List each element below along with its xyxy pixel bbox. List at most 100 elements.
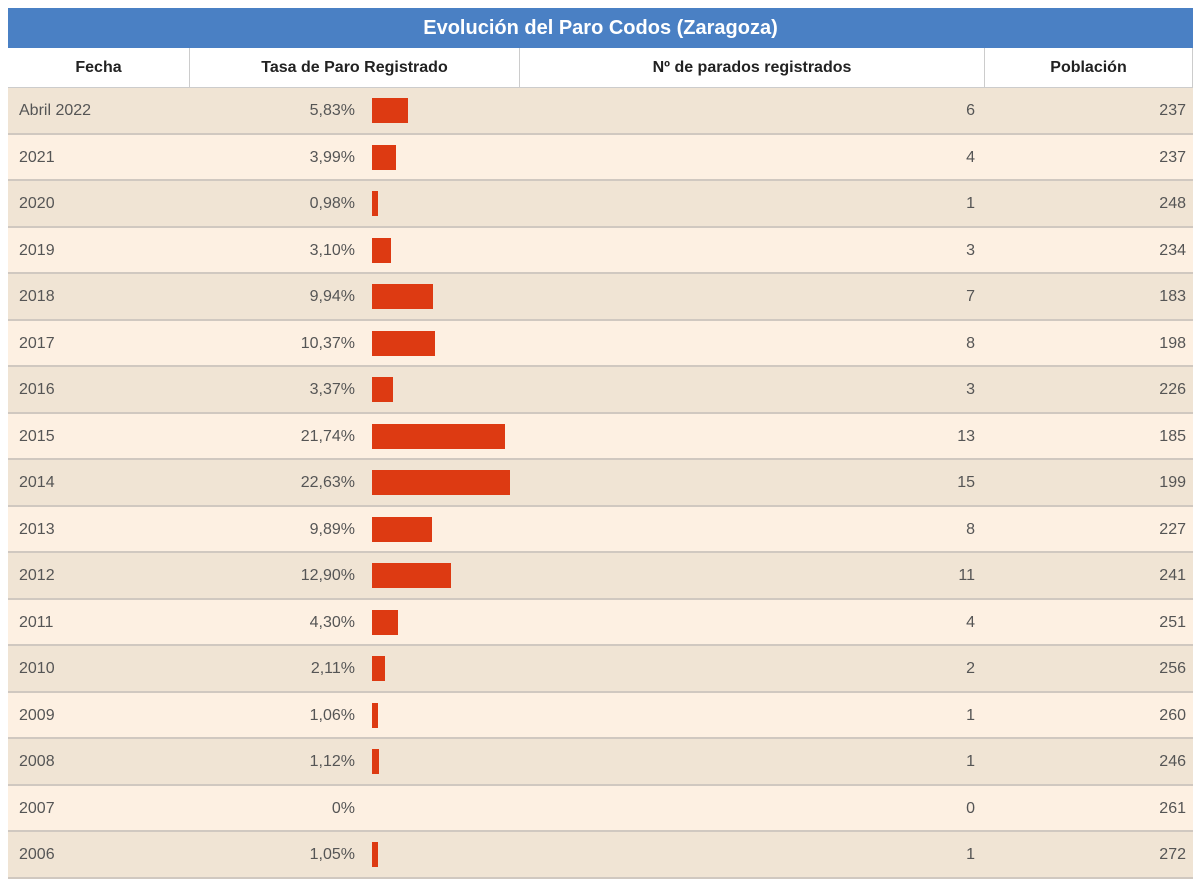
date: 2008 <box>19 753 55 771</box>
rate-bar <box>372 609 399 635</box>
population: 227 <box>1159 520 1186 538</box>
unemployed-count: 3 <box>966 241 975 259</box>
rate-label: 2,11% <box>310 660 355 678</box>
rate-label: 5,83% <box>309 102 355 120</box>
rate-bar <box>372 330 436 356</box>
date: 2015 <box>19 427 55 445</box>
unemployed-count: 4 <box>966 613 975 631</box>
column-header: Nº de parados registrados <box>520 48 985 88</box>
rate-bar <box>372 563 451 588</box>
unemployed-count: 7 <box>966 288 975 306</box>
table-row <box>8 274 1193 321</box>
population: 183 <box>1159 288 1186 306</box>
rate-bar <box>372 377 393 402</box>
rate-bar <box>372 749 379 774</box>
unemployed-count: 1 <box>966 753 975 771</box>
rate-bar <box>372 237 391 263</box>
population: 199 <box>1159 474 1186 492</box>
rate-label: 4,30% <box>309 613 355 631</box>
population: 256 <box>1159 660 1186 678</box>
date: 2006 <box>19 846 55 864</box>
date: 2014 <box>19 474 55 492</box>
rate-bar <box>372 98 408 123</box>
unemployed-count: 6 <box>966 102 975 120</box>
rate-bar <box>372 702 379 728</box>
table-row <box>8 367 1193 414</box>
rate-label: 9,89% <box>309 520 355 538</box>
rate-bar <box>372 842 379 867</box>
rate-label: 1,12% <box>309 753 355 771</box>
rate-bar <box>372 191 378 216</box>
date: 2016 <box>19 381 55 399</box>
table-title: Evolución del Paro Codos (Zaragoza) <box>8 8 1193 48</box>
population: 261 <box>1159 799 1186 817</box>
rate-label: 21,74% <box>300 427 355 445</box>
unemployed-count: 0 <box>966 799 975 817</box>
rate-label: 0% <box>331 799 355 817</box>
rate-label: 22,63% <box>300 474 355 492</box>
rate-bar <box>372 144 397 170</box>
population: 241 <box>1159 567 1186 585</box>
table-row <box>8 320 1193 367</box>
unemployed-count: 1 <box>966 195 975 213</box>
unemployed-count: 11 <box>958 567 975 585</box>
table-row <box>8 506 1193 553</box>
table-row <box>8 413 1193 460</box>
date: Abril 2022 <box>19 102 92 120</box>
table-row <box>8 692 1193 739</box>
population: 248 <box>1159 195 1186 213</box>
population: 226 <box>1159 381 1186 399</box>
rate-label: 3,10% <box>309 241 355 259</box>
rate-label: 1,05% <box>309 846 355 864</box>
rate-label: 9,94% <box>309 288 355 306</box>
rate-label: 1,06% <box>309 706 355 724</box>
table-row <box>8 832 1193 879</box>
unemployed-count: 8 <box>966 520 975 538</box>
rate-label: 0,98% <box>309 195 355 213</box>
unemployed-count: 2 <box>966 660 975 678</box>
rate-bar <box>372 470 511 495</box>
rate-label: 10,37% <box>300 334 355 352</box>
date: 2019 <box>19 241 55 259</box>
date: 2012 <box>19 567 55 585</box>
table-row <box>8 181 1193 228</box>
population: 237 <box>1159 148 1186 166</box>
population: 185 <box>1159 427 1186 445</box>
rate-label: 3,37% <box>309 381 355 399</box>
date: 2010 <box>19 660 55 678</box>
population: 246 <box>1159 753 1186 771</box>
unemployed-count: 3 <box>966 381 975 399</box>
unemployed-count: 13 <box>957 427 975 445</box>
date: 2009 <box>19 706 55 724</box>
rate-bar <box>372 656 385 681</box>
date: 2021 <box>19 148 55 166</box>
table-row <box>8 739 1193 786</box>
unemployed-count: 4 <box>966 148 975 166</box>
date: 2018 <box>19 288 55 306</box>
table-row <box>8 646 1193 693</box>
unemployed-count: 15 <box>957 474 975 492</box>
unemployed-count: 8 <box>966 334 975 352</box>
unemployed-count: 1 <box>966 706 975 724</box>
column-header: Población <box>985 48 1193 88</box>
unemployed-count: 1 <box>966 846 975 864</box>
population: 237 <box>1159 102 1186 120</box>
rate-bar <box>372 423 505 449</box>
date: 2011 <box>19 613 54 631</box>
table-row <box>8 553 1193 600</box>
population: 260 <box>1159 706 1186 724</box>
table-row <box>8 134 1193 181</box>
date: 2017 <box>19 334 55 352</box>
table-row <box>8 88 1193 135</box>
population: 198 <box>1159 334 1186 352</box>
rate-bar <box>372 516 433 542</box>
table-row <box>8 785 1193 832</box>
column-header: Fecha <box>8 48 190 88</box>
population: 234 <box>1159 241 1186 259</box>
population: 272 <box>1159 846 1186 864</box>
date: 2013 <box>19 520 55 538</box>
population: 251 <box>1159 613 1186 631</box>
date: 2007 <box>19 799 55 817</box>
table-row <box>8 460 1193 507</box>
